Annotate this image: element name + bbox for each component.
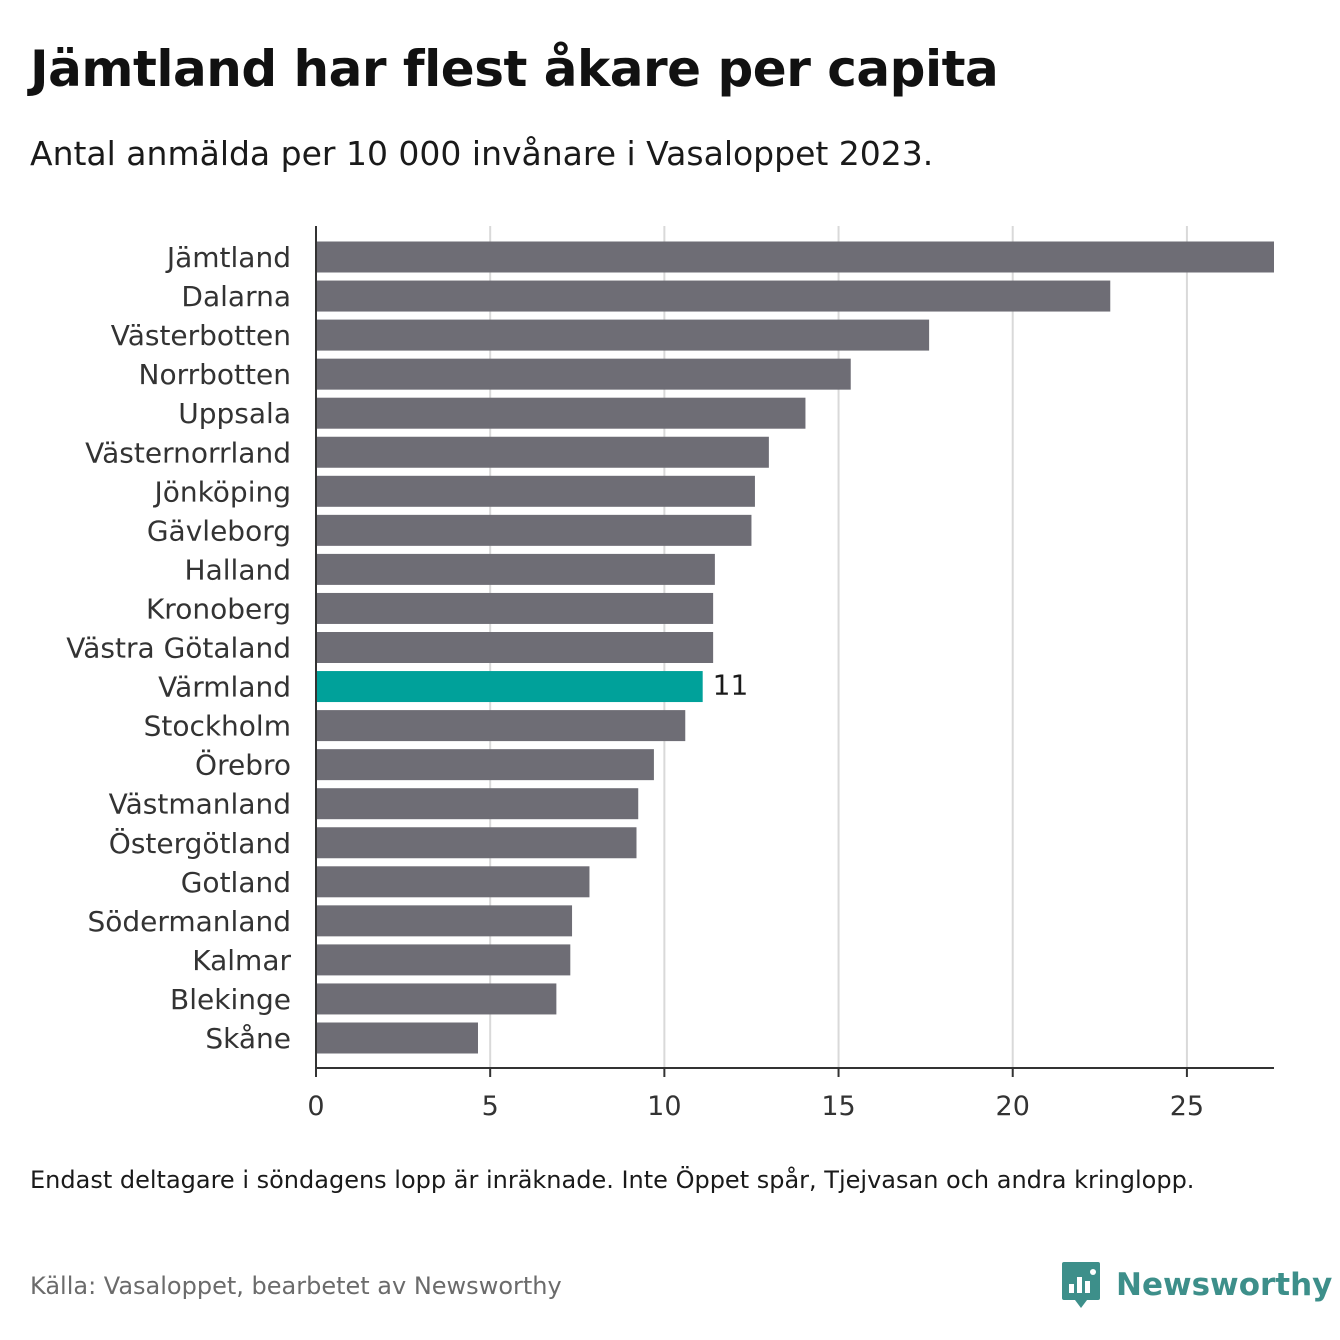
category-label: Västmanland (109, 788, 291, 821)
bar (316, 749, 654, 781)
chart-title: Jämtland har flest åkare per capita (30, 40, 999, 98)
category-label: Kronoberg (146, 592, 291, 625)
chart-subtitle: Antal anmälda per 10 000 invånare i Vasa… (30, 134, 934, 173)
bar (316, 358, 851, 390)
category-label: Gotland (181, 866, 291, 899)
category-label: Örebro (195, 748, 291, 782)
bar (316, 1022, 478, 1054)
category-label: Norrbotten (139, 358, 291, 391)
category-label: Västernorrland (85, 436, 291, 469)
source-credit: Källa: Vasaloppet, bearbetet av Newswort… (30, 1272, 562, 1300)
bar (316, 866, 590, 898)
bar (316, 944, 571, 976)
bar (316, 827, 637, 859)
bar (316, 592, 714, 624)
category-label: Gävleborg (147, 514, 291, 547)
x-tick-label: 25 (1170, 1091, 1204, 1122)
bar (316, 553, 715, 585)
brand-name: Newsworthy (1116, 1267, 1333, 1303)
x-tick-label: 20 (996, 1091, 1030, 1122)
bar (316, 319, 930, 351)
bar (316, 397, 806, 429)
category-label: Västra Götaland (66, 632, 291, 665)
category-label: Halland (185, 553, 291, 586)
category-label: Västerbotten (111, 319, 291, 352)
bar (316, 475, 755, 507)
category-label: Dalarna (181, 280, 291, 313)
bar (316, 280, 1111, 312)
category-label: Blekinge (170, 983, 291, 1016)
bar (316, 632, 714, 663)
category-label: Skåne (205, 1022, 291, 1055)
category-label: Södermanland (87, 905, 291, 938)
category-label: Stockholm (144, 710, 291, 743)
category-label: Jönköping (152, 475, 291, 508)
category-label: Östergötland (109, 826, 291, 860)
x-tick-label: 10 (647, 1091, 681, 1122)
x-tick-label: 15 (821, 1091, 855, 1122)
bar (316, 983, 557, 1015)
newsworthy-logo-icon (1062, 1262, 1100, 1308)
bar (316, 710, 686, 742)
bar (316, 788, 639, 820)
brand-logo[interactable]: Newsworthy (1060, 1260, 1332, 1310)
x-tick-label: 5 (482, 1091, 499, 1122)
category-label: Uppsala (178, 397, 291, 430)
category-label: Kalmar (192, 944, 291, 977)
bar (316, 436, 769, 468)
bar (316, 671, 703, 703)
footnote: Endast deltagare i söndagens lopp är inr… (30, 1166, 1195, 1194)
bar (316, 241, 1274, 273)
bar-chart: Jämtland Dalarna Västerbotten Norrbotten Upp… (66, 226, 1274, 1122)
category-label: Jämtland (165, 241, 291, 274)
category-label: Värmland (158, 671, 291, 704)
bar (316, 514, 752, 546)
bar (316, 905, 573, 937)
data-label: 11 (713, 669, 749, 702)
x-tick-label: 0 (307, 1091, 324, 1122)
